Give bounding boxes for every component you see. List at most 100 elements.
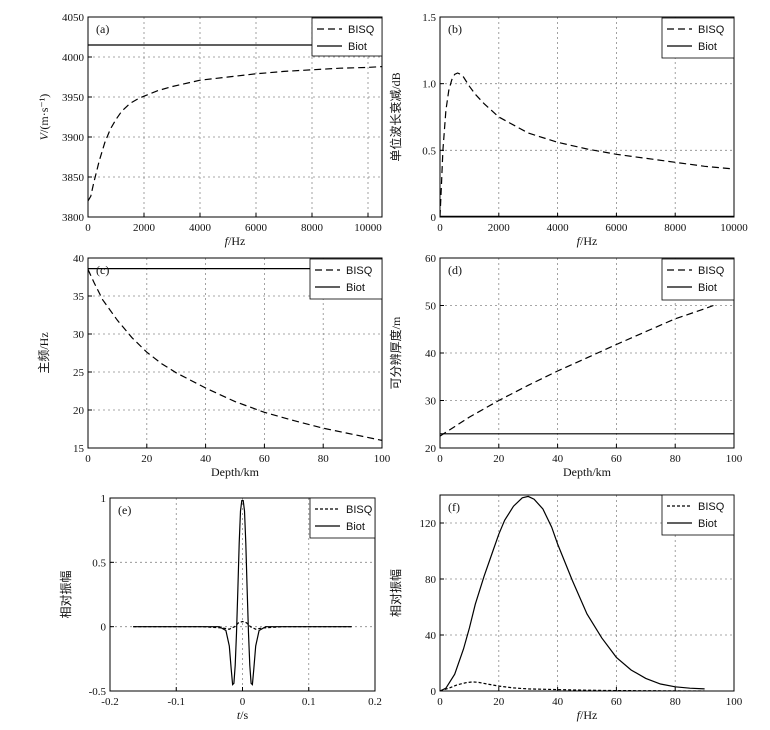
- series-line-bisq: [88, 269, 382, 441]
- y-tick-label: 35: [73, 291, 85, 303]
- x-tick-label: 40: [552, 696, 564, 708]
- legend: BISQ Biot: [309, 497, 376, 539]
- y-tick-label: 0: [101, 622, 107, 634]
- legend-label: BISQ: [348, 24, 375, 36]
- x-axis-label-var: f: [577, 708, 582, 722]
- y-tick-label: 1: [101, 493, 107, 505]
- y-axis-label-unit: 可分辨厚度/m: [388, 316, 403, 389]
- x-tick-label: 80: [670, 696, 682, 708]
- x-tick-label: 0.2: [368, 696, 382, 708]
- y-tick-label: 80: [425, 574, 437, 586]
- x-tick-label: 8000: [301, 222, 324, 234]
- series-line-bisq: [88, 66, 382, 202]
- y-axis-label: 相对振幅: [58, 570, 73, 618]
- series-line-biot: [440, 495, 705, 691]
- x-axis-label: f/Hz: [577, 708, 598, 722]
- y-tick-label: 0: [431, 212, 437, 224]
- y-tick-label: 0.5: [422, 145, 436, 157]
- y-tick-label: 15: [73, 443, 85, 455]
- x-axis-label-unit: /Hz: [228, 234, 245, 248]
- legend-label: Biot: [346, 282, 365, 294]
- x-tick-label: -0.2: [101, 696, 118, 708]
- chart-panel-4: 0 20 40 60 80 1002030405060(d)Depth/km可分辨厚度/m…: [388, 253, 743, 479]
- y-axis-label: 可分辨厚度/m: [388, 316, 403, 389]
- x-tick-label: 6000: [245, 222, 268, 234]
- legend-label: BISQ: [698, 24, 725, 36]
- x-axis-label: Depth/km: [211, 465, 260, 479]
- y-tick-label: 30: [425, 396, 437, 408]
- x-axis-label-unit: Depth/km: [563, 465, 612, 479]
- legend-label: Biot: [698, 282, 717, 294]
- legend: BISQ Biot: [311, 17, 383, 57]
- panel-label: (b): [448, 22, 462, 36]
- panel-label: (c): [96, 263, 109, 277]
- legend-box: [309, 497, 376, 539]
- legend: BISQ Biot: [309, 258, 383, 300]
- y-tick-label: 0: [431, 686, 437, 698]
- x-tick-label: 20: [493, 696, 505, 708]
- plot-frame: [439, 494, 735, 692]
- y-axis-label: 主频/Hz: [37, 332, 51, 373]
- y-tick-label: -0.5: [89, 686, 107, 698]
- x-tick-label: 0: [437, 696, 443, 708]
- x-tick-label: 20: [141, 453, 153, 465]
- series-line-biot: [133, 500, 352, 686]
- x-tick-label: 0.1: [302, 696, 316, 708]
- x-axis-label-var: f: [577, 234, 582, 248]
- y-tick-label: 120: [420, 518, 437, 530]
- x-tick-label: 0: [437, 453, 443, 465]
- legend: BISQ Biot: [661, 494, 735, 536]
- y-axis-label: 单位波长衰减/dB: [388, 72, 403, 161]
- x-axis-label-var: f: [225, 234, 230, 248]
- legend-box: [661, 17, 735, 59]
- y-tick-label: 20: [425, 443, 437, 455]
- plot-frame: [439, 16, 735, 218]
- y-tick-label: 30: [73, 329, 85, 341]
- y-tick-label: 50: [425, 301, 437, 313]
- y-axis-label: 相对振幅: [388, 569, 403, 617]
- y-axis-label-unit: 相对振幅: [388, 569, 403, 617]
- x-tick-label: 100: [726, 453, 743, 465]
- series-line-bisq: [440, 681, 705, 691]
- y-tick-label: 0.5: [92, 557, 106, 569]
- x-tick-label: 100: [726, 696, 743, 708]
- legend-box: [661, 258, 735, 301]
- legend-label: BISQ: [346, 504, 373, 516]
- y-tick-label: 40: [425, 630, 437, 642]
- x-tick-label: 40: [200, 453, 212, 465]
- series-line-bisq: [440, 304, 714, 437]
- y-tick-label: 40: [425, 348, 437, 360]
- x-tick-label: 10000: [720, 222, 748, 234]
- y-tick-label: 3800: [62, 212, 85, 224]
- legend-label: BISQ: [698, 501, 725, 513]
- legend-label: BISQ: [698, 265, 725, 277]
- x-axis-label-var: t: [237, 708, 241, 722]
- plot-frame: [87, 16, 383, 218]
- y-axis-label: V/(m·s⁻¹): [37, 94, 51, 141]
- y-tick-label: 4050: [62, 12, 85, 24]
- x-tick-label: 8000: [664, 222, 687, 234]
- x-axis-label-unit: /Hz: [580, 708, 597, 722]
- legend-box: [661, 494, 735, 536]
- chart-panel-3: 0 20 40 60 80 100 15 20 25 30 35 40 (c) Depth/km 主频/Hz…: [37, 253, 391, 479]
- x-tick-label: -0.1: [168, 696, 185, 708]
- x-axis-label: Depth/km: [563, 465, 612, 479]
- y-tick-label: 25: [73, 367, 85, 379]
- y-axis-label-unit: 主频/Hz: [37, 332, 51, 373]
- x-tick-label: 60: [259, 453, 271, 465]
- x-tick-label: 80: [318, 453, 330, 465]
- chart-panel-1: 0 2000 4000 6000 8000 10000 3800 3850 3900 3950 40…: [37, 12, 383, 248]
- y-tick-label: 1.0: [422, 79, 436, 91]
- legend-label: Biot: [698, 41, 717, 53]
- x-axis-label-unit: /Hz: [580, 234, 597, 248]
- y-tick-label: 3850: [62, 172, 85, 184]
- x-tick-label: 20: [493, 453, 505, 465]
- x-axis-label-unit: /s: [240, 708, 248, 722]
- chart-panel-5: -0.2 -0.1 0 0.1 0.2 -0.5 0 0.5 1 (e) t/s 相对振幅 BISQ Bi…: [58, 493, 382, 722]
- legend-label: BISQ: [346, 265, 373, 277]
- x-tick-label: 0: [240, 696, 246, 708]
- y-tick-label: 1.5: [422, 12, 436, 24]
- y-tick-label: 40: [73, 253, 85, 265]
- x-tick-label: 60: [611, 453, 623, 465]
